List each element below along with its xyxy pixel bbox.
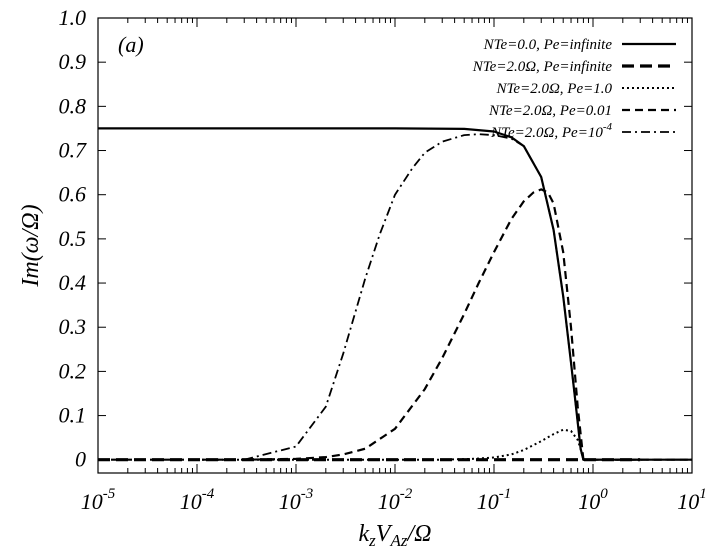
y-tick-label: 0.5: [59, 226, 87, 251]
y-tick-label: 0.9: [59, 49, 87, 74]
y-tick-label: 0.8: [59, 93, 87, 118]
series-group: [98, 127, 692, 462]
x-tick-label: 10-4: [180, 486, 215, 514]
y-tick-label: 1.0: [59, 5, 87, 30]
y-tick-label: 0.7: [59, 138, 88, 163]
tick-group: [97, 17, 693, 473]
x-axis-title: kzVAz/Ω: [359, 521, 432, 549]
y-tick-label: 0.3: [59, 314, 87, 339]
series-line-4: [98, 188, 692, 461]
y-tick-label: 0: [75, 447, 86, 472]
y-tick-label: 0.2: [59, 358, 87, 383]
legend-label-1: NTe=0.0, Pe=infinite: [483, 37, 613, 53]
x-tick-label: 10-1: [477, 486, 512, 514]
y-axis-title: Im(ω/Ω): [18, 204, 44, 287]
series-line-5: [243, 133, 692, 461]
x-tick-label: 10-2: [378, 486, 413, 514]
series-line-1: [98, 127, 692, 461]
legend-label-3: NTe=2.0Ω, Pe=1.0: [495, 81, 612, 97]
tick-label-group: 0 0.1 0.2 0.3 0.4 0.5 0.6 0.7 0.8 0.9 1.0 10-5 10-4 1…: [59, 5, 707, 514]
panel-label: (a): [118, 32, 144, 57]
legend-label-2: NTe=2.0Ω, Pe=infinite: [472, 59, 613, 75]
x-tick-label: 10-5: [81, 486, 116, 514]
legend: NTe=0.0, Pe=infinite NTe=2.0Ω, Pe=infinit…: [472, 37, 676, 141]
x-tick-label: 101: [677, 486, 707, 514]
legend-label-5: NTe=2.0Ω, Pe=10-4: [490, 121, 612, 141]
x-tick-label: 10-3: [279, 486, 314, 514]
series-line-3: [197, 428, 641, 461]
y-tick-label: 0.1: [59, 403, 87, 428]
y-tick-label: 0.6: [59, 182, 87, 207]
legend-label-4: NTe=2.0Ω, Pe=0.01: [488, 103, 612, 119]
y-tick-label: 0.4: [59, 270, 87, 295]
x-tick-label: 100: [578, 486, 608, 514]
